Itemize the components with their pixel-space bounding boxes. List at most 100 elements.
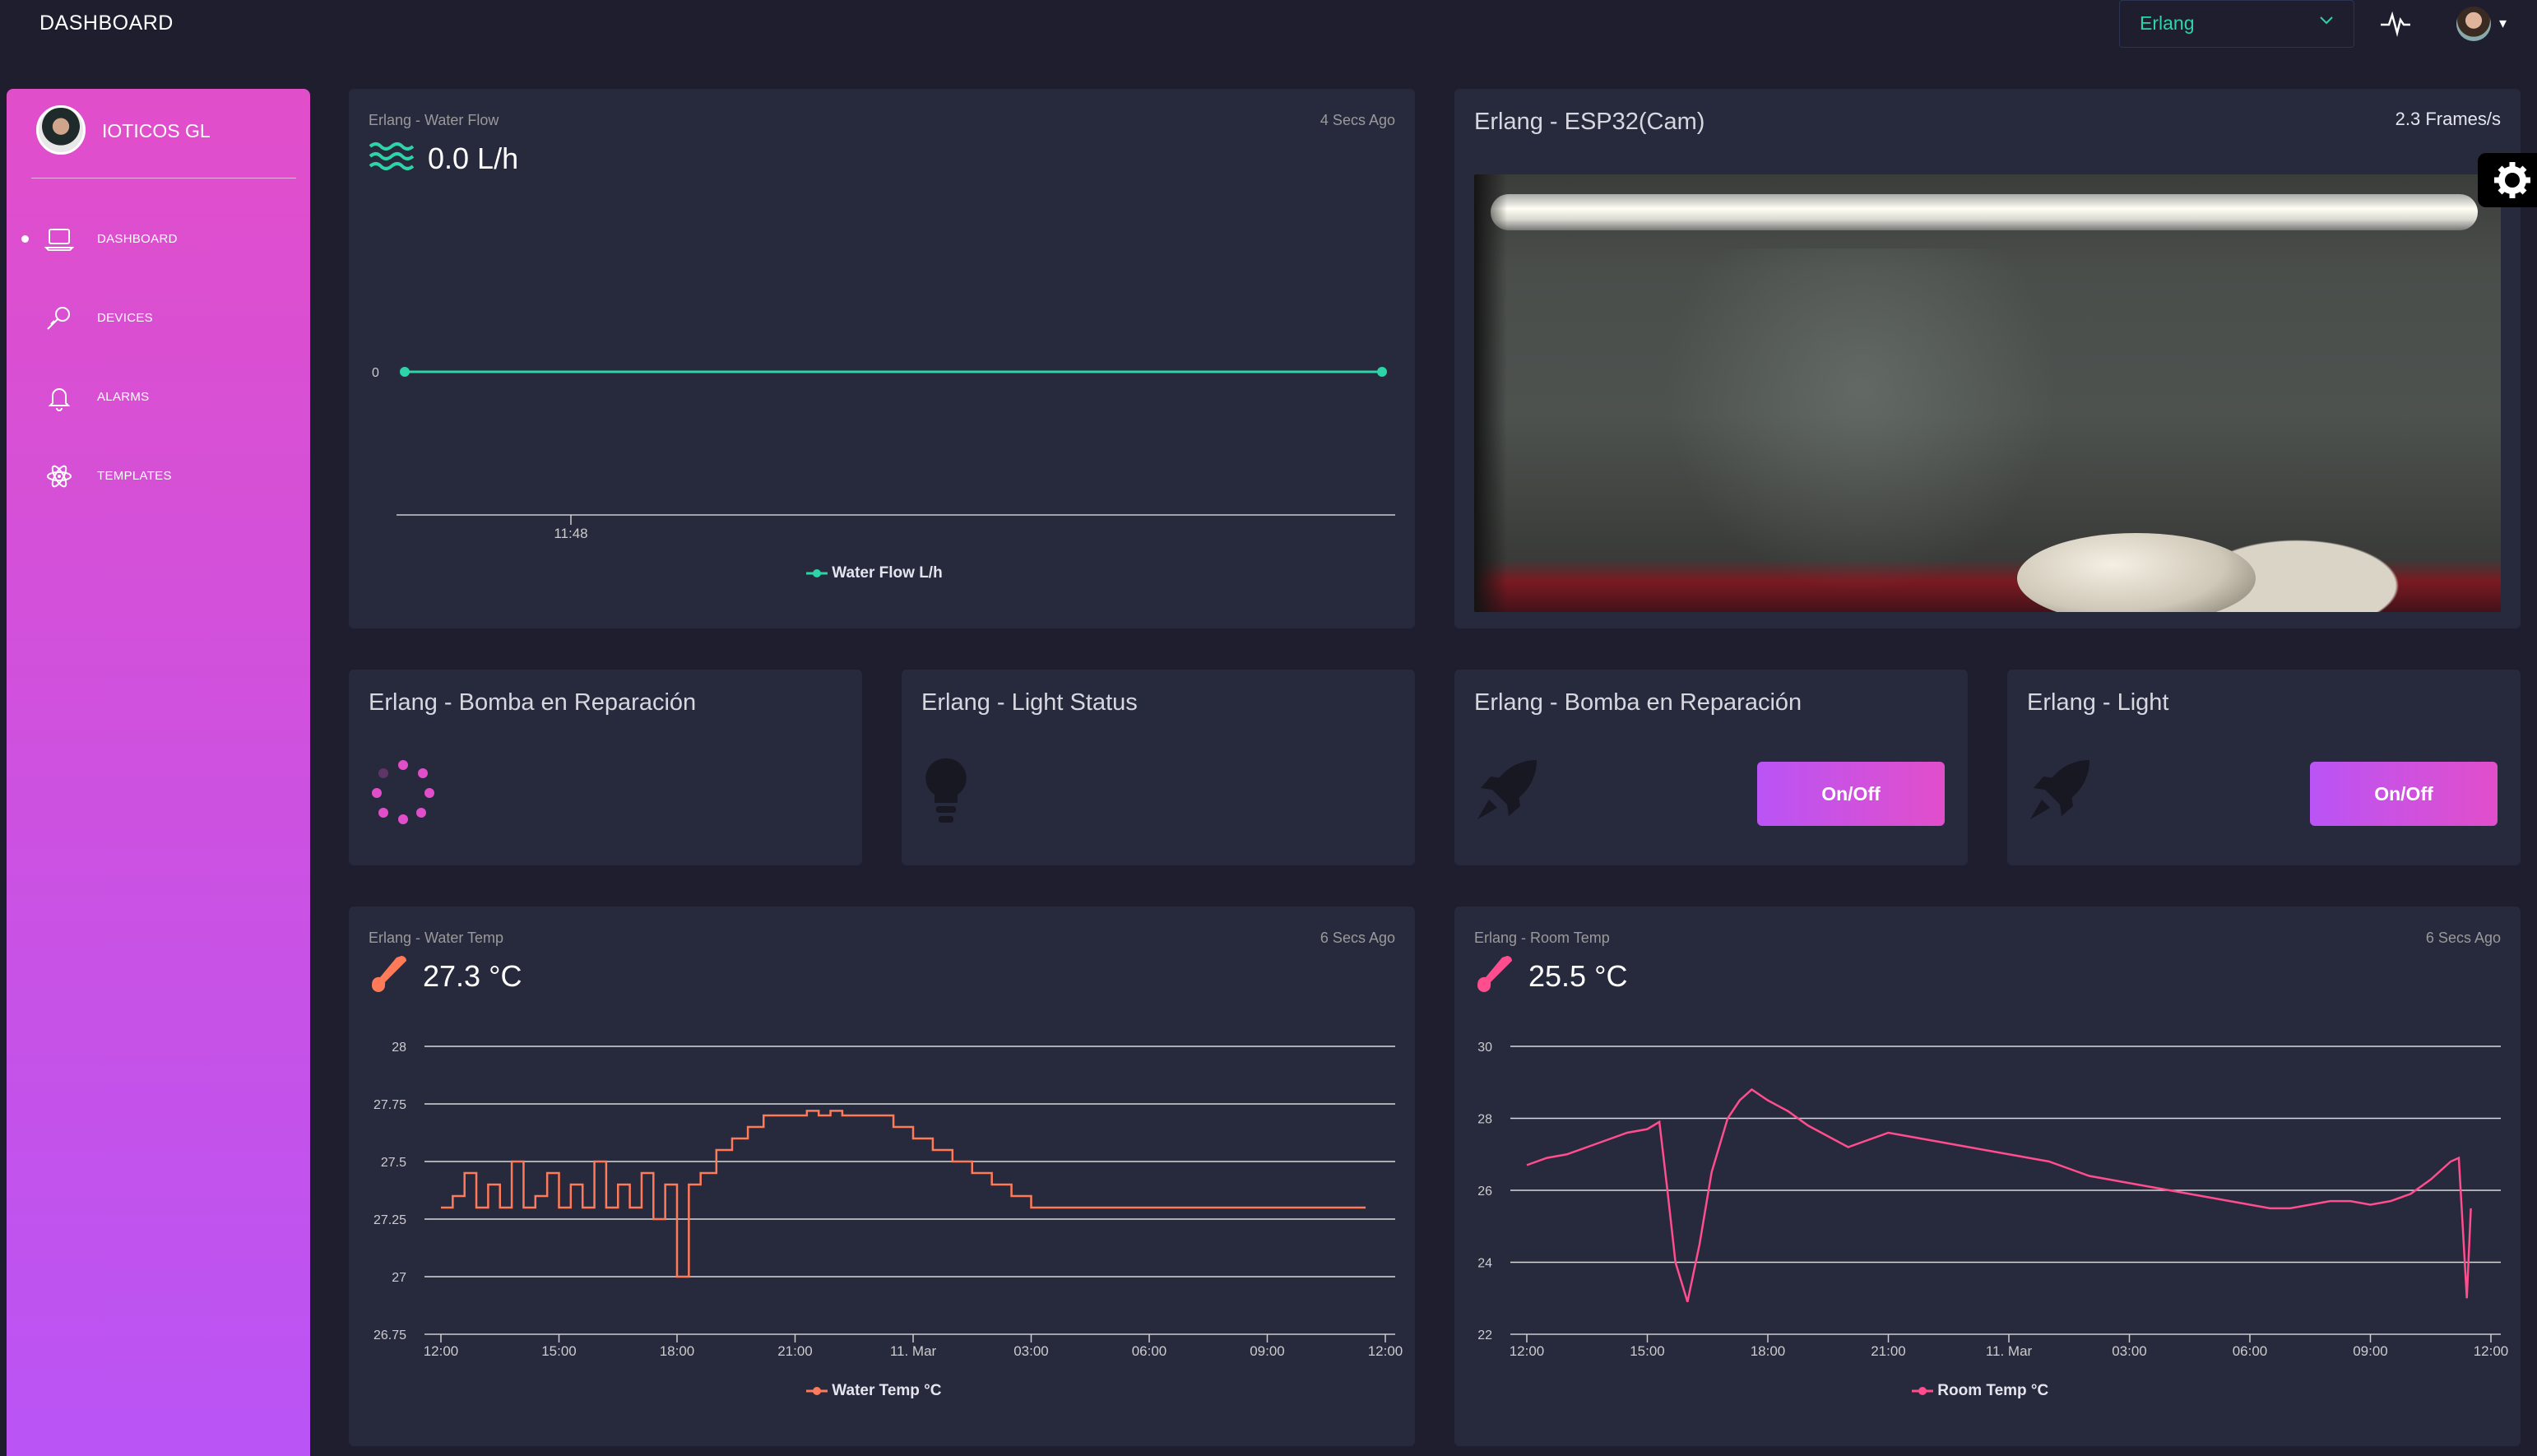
avatar [36,105,86,155]
device-select[interactable]: Erlang [2119,0,2354,48]
settings-gear-icon[interactable] [2478,153,2537,207]
legend-label: Water Flow L/h [832,564,943,582]
legend-marker [806,1386,828,1395]
x-tick-label: 12:00 [1510,1343,1545,1359]
last-update: 6 Secs Ago [2425,930,2501,946]
y-tick-label: 30 [1477,1041,1492,1055]
y-tick-label: 22 [1477,1328,1492,1342]
camera-card: Erlang - ESP32(Cam) 2.3 Frames/s [1454,89,2521,628]
light-toggle-button[interactable]: On/Off [2310,762,2498,826]
water-waves-icon [369,142,415,170]
legend-label: Room Temp °C [1937,1382,2049,1399]
light-control-card: Erlang - Light On/Off [2007,670,2521,865]
x-tick-label: 06:00 [1132,1343,1167,1359]
camera-tube [1491,194,2478,230]
rocket-icon [1477,760,1537,819]
frame-rate: 2.3 Frames/s [2395,109,2501,129]
series-line [441,1110,1366,1278]
chevron-down-icon [2317,11,2335,35]
x-tick-label: 21:00 [1871,1343,1906,1359]
light-bulb-icon [925,758,967,823]
data-point [1377,367,1387,377]
room-temp-value: 25.5 °C [1528,959,1628,993]
user-avatar[interactable] [2456,7,2491,41]
sidebar-user-name: IOTICOS GL [102,120,211,141]
x-tick-label: 12:00 [1368,1343,1403,1359]
active-indicator [21,235,29,243]
activity-pulse-icon[interactable] [2379,8,2412,38]
card-title: Erlang - Bomba en Reparación [369,689,697,716]
last-update: 4 Secs Ago [1320,112,1395,128]
water-flow-value: 0.0 L/h [428,141,519,175]
legend-marker [1912,1386,1933,1395]
pump-control-card: Erlang - Bomba en Reparación On/Off [1454,670,1968,865]
x-tick-label: 09:00 [2353,1343,2388,1359]
y-tick-label: 27.5 [381,1156,406,1170]
camera-glow [1663,248,2058,594]
x-tick-label: 12:00 [424,1343,459,1359]
water-flow-card: Erlang - Water Flow 4 Secs Ago 0.0 L/h 0… [349,89,1415,628]
card-subtitle: Erlang - Water Temp [369,930,504,946]
water-temp-chart: 28 27.75 27.5 27.25 27 26.75 12:00 15:00 18:00 21… [373,1041,1403,1359]
sidebar-item-devices[interactable]: DEVICES [7,293,310,342]
card-title: Erlang - Light Status [921,689,1138,716]
last-update: 6 Secs Ago [1320,930,1395,946]
y-tick-label: 27.25 [373,1213,406,1227]
sidebar-item-dashboard[interactable]: DASHBOARD [7,214,310,263]
camera-feed-image [1474,174,2501,612]
sidebar-divider [31,178,296,179]
atom-icon [47,465,72,488]
y-tick-label: 28 [392,1041,406,1055]
card-title: Erlang - Light [2027,689,2169,716]
x-tick-label: 11. Mar [1986,1343,2033,1359]
chart-legend[interactable]: Room Temp °C [1912,1382,2048,1400]
device-select-value: Erlang [2140,12,2195,34]
x-tick-label: 11. Mar [890,1343,937,1359]
x-tick-label: 03:00 [1013,1343,1049,1359]
sidebar-item-label: DASHBOARD [97,232,178,246]
x-tick-label: 11:48 [554,526,587,541]
x-tick-label: 18:00 [1751,1343,1786,1359]
room-temp-chart: 30 28 26 24 22 12:00 15:00 18:00 21:00 11. Mar 03:… [1477,1041,2509,1359]
card-title: Erlang - ESP32(Cam) [1474,109,1705,135]
water-temp-card: Erlang - Water Temp 6 Secs Ago 27.3 °C 2… [349,907,1415,1446]
x-tick-label: 12:00 [2474,1343,2509,1359]
x-tick-label: 15:00 [541,1343,577,1359]
sidebar-user[interactable]: IOTICOS GL [36,105,299,163]
light-status-card: Erlang - Light Status [902,670,1415,865]
caret-down-icon[interactable]: ▾ [2499,15,2507,31]
water-temp-value: 27.3 °C [423,959,522,993]
thermometer-icon [372,956,406,992]
data-point [400,367,410,377]
x-tick-label: 06:00 [2233,1343,2268,1359]
y-tick-label: 26.75 [373,1328,406,1342]
spinner-icon [372,760,434,824]
card-subtitle: Erlang - Water Flow [369,112,499,128]
sidebar: IOTICOS GL DASHBOARD DEVICES ALARMS TEMP… [7,89,310,1456]
sidebar-item-alarms[interactable]: ALARMS [7,372,310,421]
camera-shadow [1474,174,1507,612]
sidebar-item-label: DEVICES [97,311,153,325]
x-tick-label: 18:00 [660,1343,695,1359]
camera-rock [2017,533,2256,612]
bell-icon [48,388,71,411]
series-line [1526,1087,2472,1302]
y-tick-label: 28 [1477,1113,1492,1127]
chart-legend[interactable]: Water Temp °C [806,1382,942,1400]
light-bulb-icon [47,307,70,330]
y-tick-label: 27 [392,1271,406,1285]
laptop-icon [44,229,74,251]
top-bar: DASHBOARD Erlang ▾ [0,0,2537,49]
card-title: Erlang - Bomba en Reparación [1474,689,1802,716]
x-tick-label: 15:00 [1630,1343,1665,1359]
legend-marker [806,568,828,577]
sidebar-item-templates[interactable]: TEMPLATES [7,451,310,500]
chart-legend[interactable]: Water Flow L/h [806,564,943,582]
pump-status-card: Erlang - Bomba en Reparación [349,670,862,865]
thermometer-icon [1477,956,1512,992]
x-tick-label: 09:00 [1250,1343,1285,1359]
legend-label: Water Temp °C [832,1382,942,1399]
page-title: DASHBOARD [39,12,174,35]
x-tick-label: 03:00 [2112,1343,2147,1359]
pump-toggle-button[interactable]: On/Off [1757,762,1945,826]
